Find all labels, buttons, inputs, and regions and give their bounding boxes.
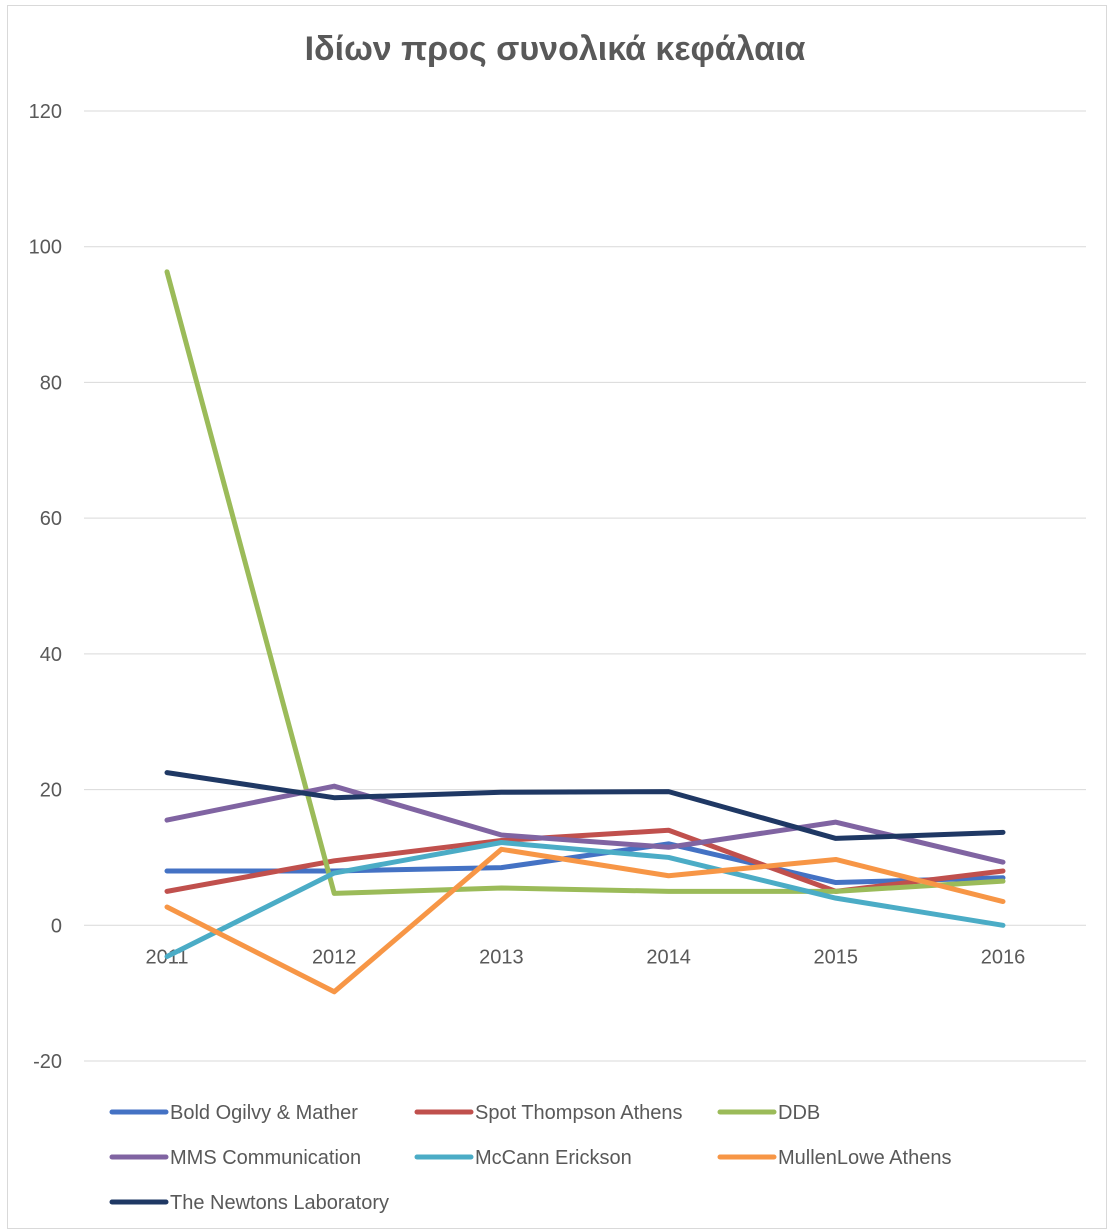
x-tick-label: 2013 — [479, 946, 524, 968]
y-tick-label: 120 — [29, 101, 62, 123]
y-tick-label: 100 — [29, 237, 62, 259]
series-line — [164, 770, 1006, 841]
x-tick-label: 2012 — [312, 946, 357, 968]
series-line — [164, 846, 1006, 995]
legend-label: The Newtons Laboratory — [170, 1192, 389, 1214]
y-tick-label: 40 — [40, 644, 62, 666]
y-tick-label: -20 — [33, 1051, 62, 1073]
legend-label: MullenLowe Athens — [778, 1147, 951, 1169]
chart-frame — [7, 5, 1107, 1229]
x-axis-ticks: 2011 2012 2013 2014 2015 2016 — [145, 946, 1025, 968]
series-line — [164, 269, 1006, 896]
y-tick-label: 60 — [40, 508, 62, 530]
y-tick-label: 80 — [40, 372, 62, 394]
y-tick-label: 20 — [40, 780, 62, 802]
x-tick-label: 2015 — [814, 946, 859, 968]
chart-title: Ιδίων προς συνολικά κεφάλαια — [304, 30, 806, 68]
y-axis-ticks: -20 0 20 40 60 80 100 120 — [29, 101, 62, 1073]
legend-label: DDB — [778, 1102, 820, 1124]
x-tick-label: 2014 — [646, 946, 691, 968]
legend-label: Spot Thompson Athens — [475, 1102, 683, 1124]
legend: Bold Ogilvy & Mather Spot Thompson Athens… — [109, 1102, 951, 1214]
legend-label: McCann Erickson — [475, 1147, 632, 1169]
x-tick-label: 2016 — [981, 946, 1026, 968]
legend-label: MMS Communication — [170, 1147, 361, 1169]
y-tick-label: 0 — [51, 915, 62, 937]
series-lines — [164, 269, 1006, 995]
legend-label: Bold Ogilvy & Mather — [170, 1102, 358, 1124]
series-line — [164, 841, 1006, 886]
grid-lines — [84, 110, 1086, 1062]
series-line — [164, 840, 1006, 959]
